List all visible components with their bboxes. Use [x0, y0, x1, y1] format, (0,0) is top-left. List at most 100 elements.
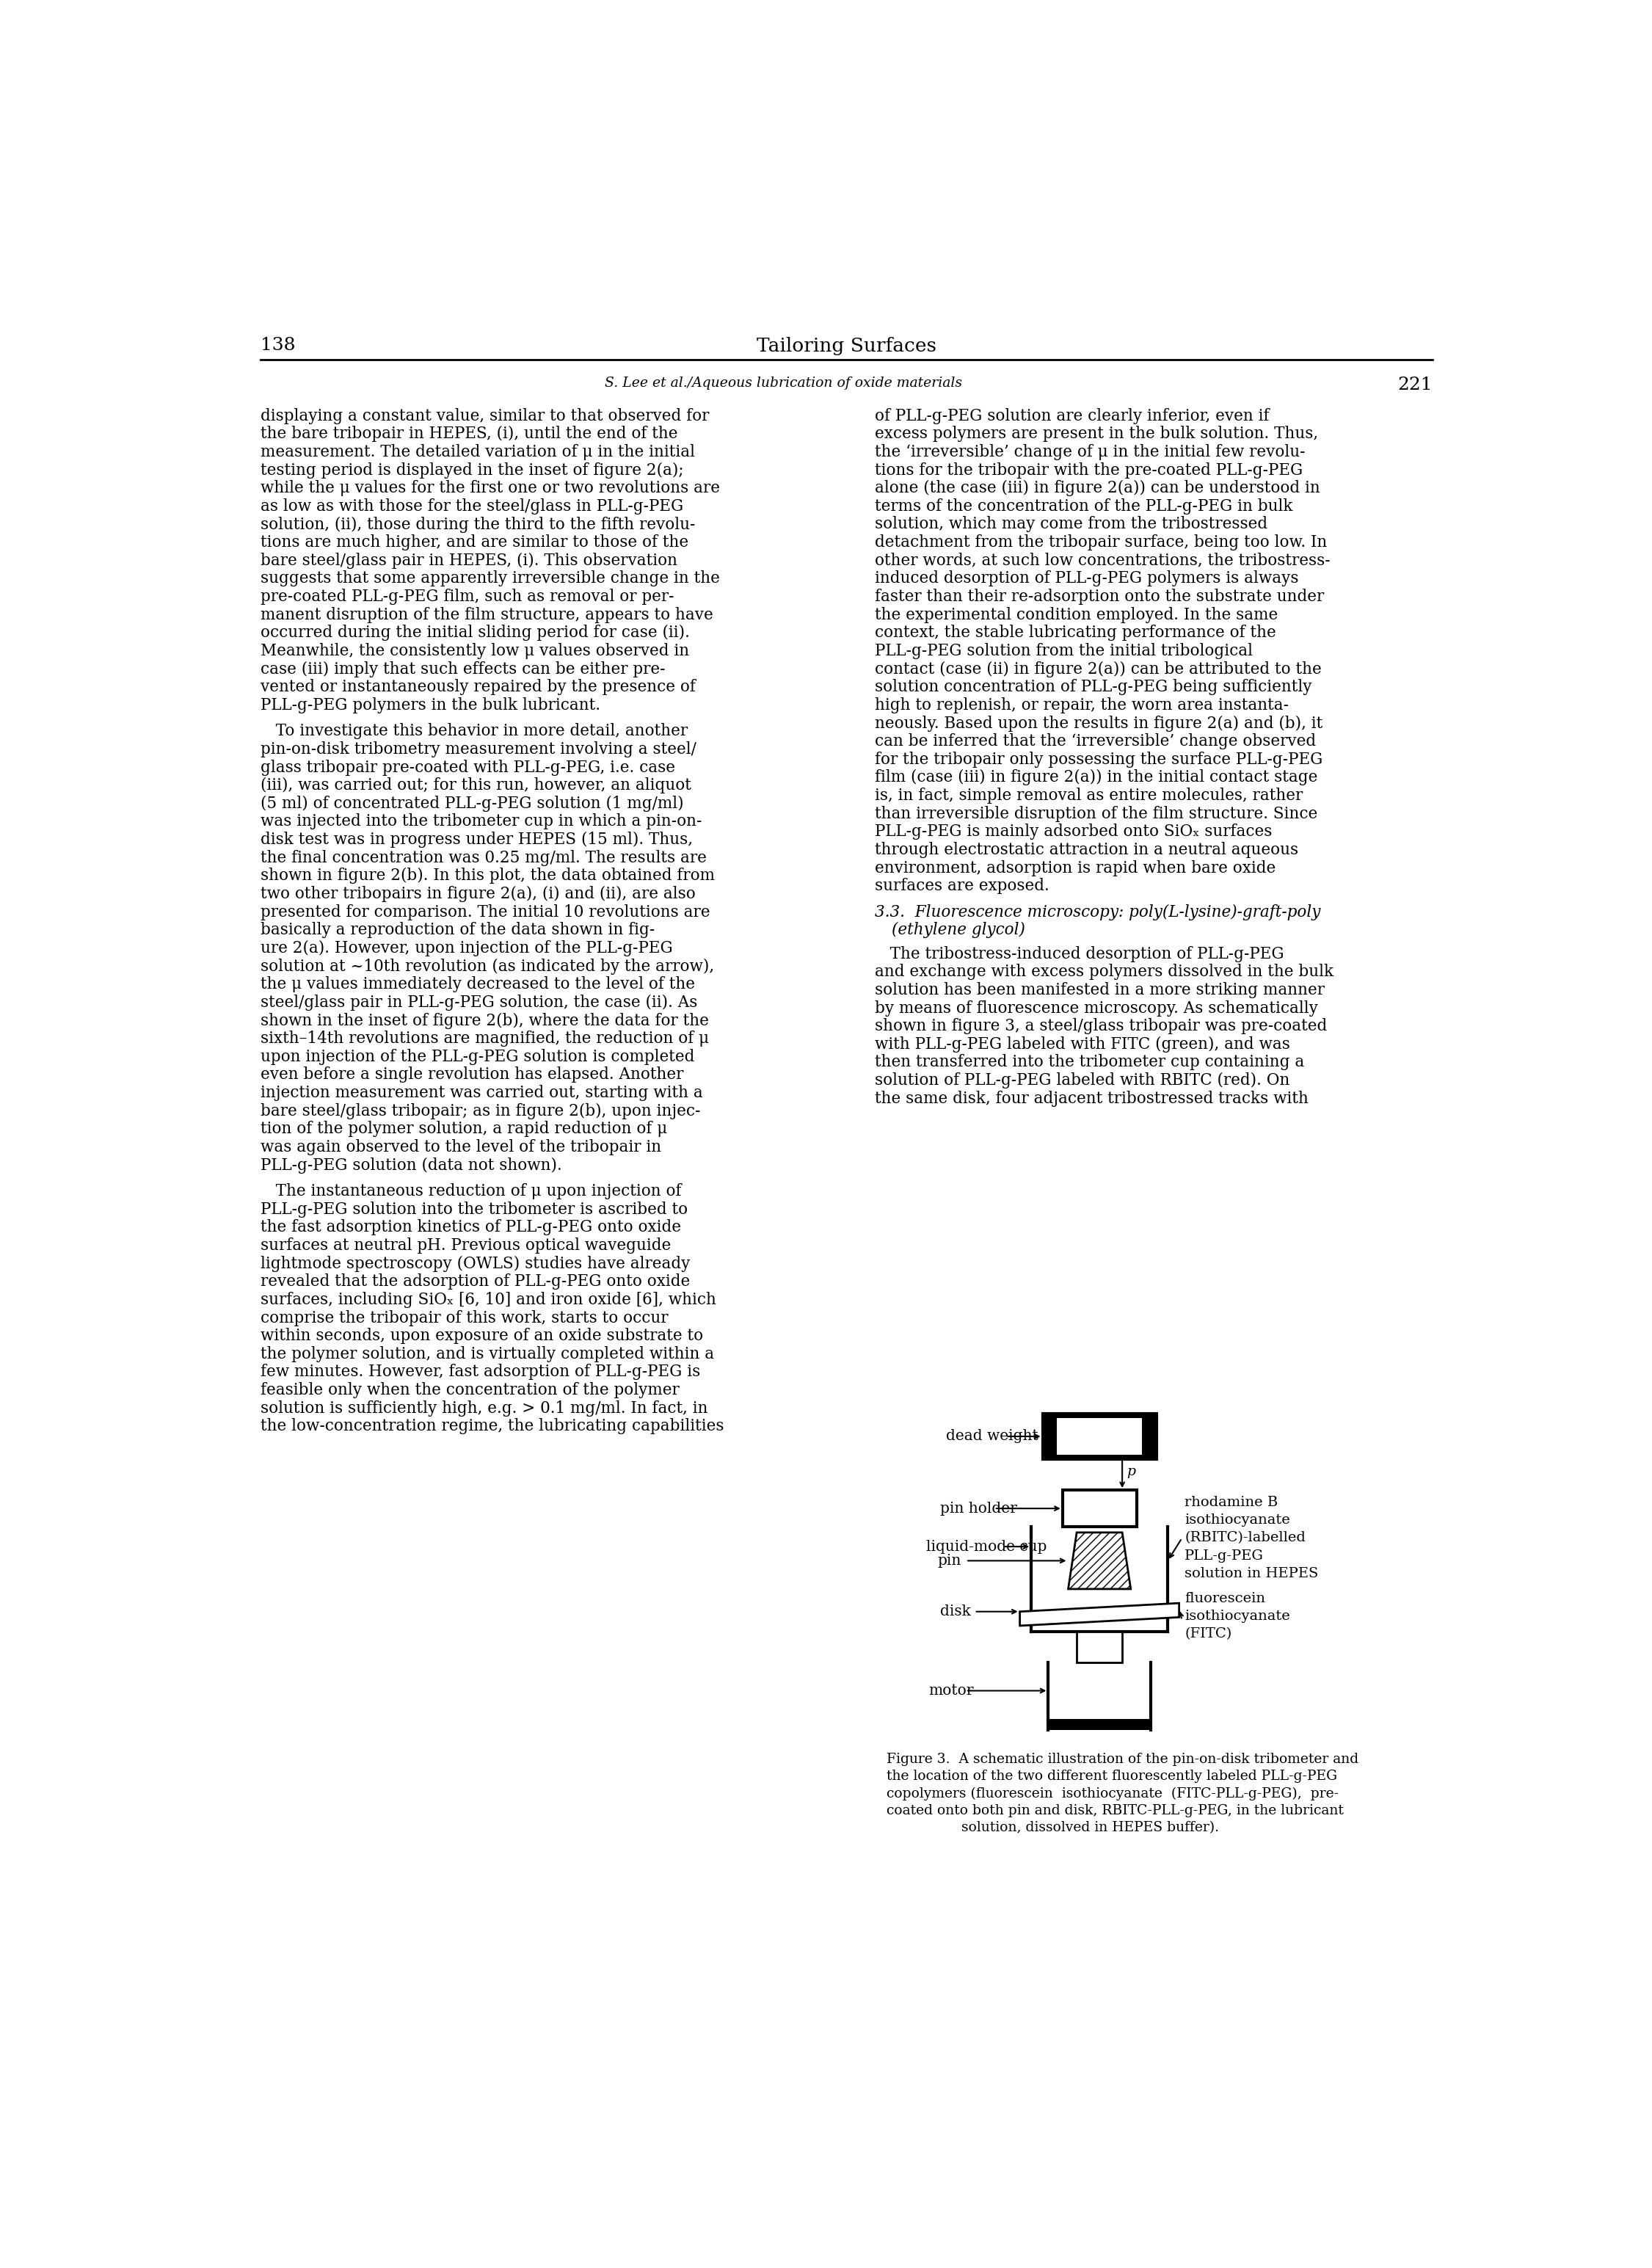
Text: tions for the tribopair with the pre-coated PLL-g-PEG: tions for the tribopair with the pre-coa… — [876, 463, 1303, 479]
Text: is, in fact, simple removal as entire molecules, rather: is, in fact, simple removal as entire mo… — [876, 787, 1303, 803]
Text: basically a reproduction of the data shown in fig-: basically a reproduction of the data sho… — [261, 923, 654, 939]
Text: coated onto both pin and disk, RBITC-PLL-g-PEG, in the lubricant: coated onto both pin and disk, RBITC-PLL… — [885, 1803, 1343, 1817]
Text: then transferred into the tribometer cup containing a: then transferred into the tribometer cup… — [876, 1055, 1305, 1070]
Text: vented or instantaneously repaired by the presence of: vented or instantaneously repaired by th… — [261, 678, 695, 696]
Text: surfaces, including SiOₓ [6, 10] and iron oxide [6], which: surfaces, including SiOₓ [6, 10] and iro… — [261, 1293, 717, 1309]
Bar — [1049, 1719, 1151, 1730]
Text: case (iii) imply that such effects can be either pre-: case (iii) imply that such effects can b… — [261, 660, 666, 678]
Bar — [1077, 1631, 1122, 1662]
Text: 3.3.  Fluorescence microscopy: poly(L-lysine)-graft-poly: 3.3. Fluorescence microscopy: poly(L-lys… — [876, 905, 1320, 921]
Text: alone (the case (iii) in figure 2(a)) can be understood in: alone (the case (iii) in figure 2(a)) ca… — [876, 481, 1320, 497]
Text: terms of the concentration of the PLL-g-PEG in bulk: terms of the concentration of the PLL-g-… — [876, 499, 1294, 515]
Text: the ‘irreversible’ change of μ in the initial few revolu-: the ‘irreversible’ change of μ in the in… — [876, 445, 1305, 460]
Text: than irreversible disruption of the film structure. Since: than irreversible disruption of the film… — [876, 805, 1318, 821]
Text: dead weight: dead weight — [947, 1429, 1037, 1442]
Text: PLL-g-PEG solution from the initial tribological: PLL-g-PEG solution from the initial trib… — [876, 642, 1252, 660]
Text: the polymer solution, and is virtually completed within a: the polymer solution, and is virtually c… — [261, 1345, 714, 1363]
Text: pin holder: pin holder — [940, 1501, 1018, 1515]
Text: lightmode spectroscopy (OWLS) studies have already: lightmode spectroscopy (OWLS) studies ha… — [261, 1256, 691, 1272]
Text: excess polymers are present in the bulk solution. Thus,: excess polymers are present in the bulk … — [876, 426, 1318, 442]
Text: measurement. The detailed variation of μ in the initial: measurement. The detailed variation of μ… — [261, 445, 695, 460]
Text: the fast adsorption kinetics of PLL-g-PEG onto oxide: the fast adsorption kinetics of PLL-g-PE… — [261, 1220, 681, 1236]
Text: Figure 3.  A schematic illustration of the pin-on-disk tribometer and: Figure 3. A schematic illustration of th… — [885, 1753, 1358, 1767]
Text: of PLL-g-PEG solution are clearly inferior, even if: of PLL-g-PEG solution are clearly inferi… — [876, 408, 1269, 424]
Text: testing period is displayed in the inset of figure 2(a);: testing period is displayed in the inset… — [261, 463, 684, 479]
Text: manent disruption of the film structure, appears to have: manent disruption of the film structure,… — [261, 608, 714, 624]
Text: Meanwhile, the consistently low μ values observed in: Meanwhile, the consistently low μ values… — [261, 642, 689, 660]
Text: faster than their re-adsorption onto the substrate under: faster than their re-adsorption onto the… — [876, 590, 1325, 606]
Text: solution, which may come from the tribostressed: solution, which may come from the tribos… — [876, 517, 1267, 533]
Text: surfaces are exposed.: surfaces are exposed. — [876, 878, 1049, 894]
Text: feasible only when the concentration of the polymer: feasible only when the concentration of … — [261, 1381, 679, 1399]
Text: solution at ~10th revolution (as indicated by the arrow),: solution at ~10th revolution (as indicat… — [261, 959, 714, 975]
Text: and exchange with excess polymers dissolved in the bulk: and exchange with excess polymers dissol… — [876, 964, 1333, 980]
Text: sixth–14th revolutions are magnified, the reduction of μ: sixth–14th revolutions are magnified, th… — [261, 1030, 709, 1048]
Text: two other tribopairs in figure 2(a), (i) and (ii), are also: two other tribopairs in figure 2(a), (i)… — [261, 887, 695, 903]
Text: ure 2(a). However, upon injection of the PLL-g-PEG: ure 2(a). However, upon injection of the… — [261, 941, 672, 957]
Text: pin: pin — [937, 1554, 961, 1567]
Text: suggests that some apparently irreversible change in the: suggests that some apparently irreversib… — [261, 572, 720, 587]
Text: comprise the tribopair of this work, starts to occur: comprise the tribopair of this work, sta… — [261, 1311, 667, 1327]
Text: contact (case (ii) in figure 2(a)) can be attributed to the: contact (case (ii) in figure 2(a)) can b… — [876, 660, 1322, 678]
Text: the location of the two different fluorescently labeled PLL-g-PEG: the location of the two different fluore… — [885, 1769, 1336, 1783]
Polygon shape — [1019, 1603, 1180, 1626]
Text: tions are much higher, and are similar to those of the: tions are much higher, and are similar t… — [261, 535, 689, 551]
Text: PLL-g-PEG solution (data not shown).: PLL-g-PEG solution (data not shown). — [261, 1157, 562, 1173]
Text: motor: motor — [928, 1683, 975, 1699]
Text: environment, adsorption is rapid when bare oxide: environment, adsorption is rapid when ba… — [876, 860, 1275, 875]
Text: PLL-g-PEG polymers in the bulk lubricant.: PLL-g-PEG polymers in the bulk lubricant… — [261, 696, 600, 714]
Text: disk: disk — [940, 1606, 971, 1619]
Text: the experimental condition employed. In the same: the experimental condition employed. In … — [876, 608, 1279, 624]
Text: shown in the inset of figure 2(b), where the data for the: shown in the inset of figure 2(b), where… — [261, 1012, 709, 1030]
Text: (ethylene glycol): (ethylene glycol) — [892, 923, 1026, 939]
Text: glass tribopair pre-coated with PLL-g-PEG, i.e. case: glass tribopair pre-coated with PLL-g-PE… — [261, 760, 676, 776]
Text: tion of the polymer solution, a rapid reduction of μ: tion of the polymer solution, a rapid re… — [261, 1120, 667, 1136]
Text: the low-concentration regime, the lubricating capabilities: the low-concentration regime, the lubric… — [261, 1418, 724, 1433]
Text: injection measurement was carried out, starting with a: injection measurement was carried out, s… — [261, 1084, 702, 1100]
Text: within seconds, upon exposure of an oxide substrate to: within seconds, upon exposure of an oxid… — [261, 1327, 704, 1345]
Text: bare steel/glass tribopair; as in figure 2(b), upon injec-: bare steel/glass tribopair; as in figure… — [261, 1102, 700, 1118]
Text: solution has been manifested in a more striking manner: solution has been manifested in a more s… — [876, 982, 1325, 998]
Bar — [1062, 1490, 1137, 1526]
Text: neously. Based upon the results in figure 2(a) and (b), it: neously. Based upon the results in figur… — [876, 714, 1323, 733]
Text: solution, dissolved in HEPES buffer).: solution, dissolved in HEPES buffer). — [885, 1821, 1219, 1835]
Text: upon injection of the PLL-g-PEG solution is completed: upon injection of the PLL-g-PEG solution… — [261, 1048, 694, 1066]
Text: To investigate this behavior in more detail, another: To investigate this behavior in more det… — [261, 723, 687, 739]
Text: 138: 138 — [261, 338, 296, 354]
Text: few minutes. However, fast adsorption of PLL-g-PEG is: few minutes. However, fast adsorption of… — [261, 1363, 700, 1381]
Bar — [1042, 1413, 1156, 1458]
Text: surfaces at neutral pH. Previous optical waveguide: surfaces at neutral pH. Previous optical… — [261, 1238, 671, 1254]
Text: pin-on-disk tribometry measurement involving a steel/: pin-on-disk tribometry measurement invol… — [261, 742, 697, 758]
Text: The tribostress-induced desorption of PLL-g-PEG: The tribostress-induced desorption of PL… — [876, 946, 1284, 962]
Text: steel/glass pair in PLL-g-PEG solution, the case (ii). As: steel/glass pair in PLL-g-PEG solution, … — [261, 993, 697, 1012]
Text: high to replenish, or repair, the worn area instanta-: high to replenish, or repair, the worn a… — [876, 696, 1289, 714]
Text: film (case (iii) in figure 2(a)) in the initial contact stage: film (case (iii) in figure 2(a)) in the … — [876, 769, 1318, 785]
Text: with PLL-g-PEG labeled with FITC (green), and was: with PLL-g-PEG labeled with FITC (green)… — [876, 1036, 1290, 1052]
Text: detachment from the tribopair surface, being too low. In: detachment from the tribopair surface, b… — [876, 535, 1327, 551]
Text: solution concentration of PLL-g-PEG being sufficiently: solution concentration of PLL-g-PEG bein… — [876, 678, 1312, 696]
Text: solution, (ii), those during the third to the fifth revolu-: solution, (ii), those during the third t… — [261, 517, 695, 533]
Text: induced desorption of PLL-g-PEG polymers is always: induced desorption of PLL-g-PEG polymers… — [876, 572, 1298, 587]
Text: the bare tribopair in HEPES, (i), until the end of the: the bare tribopair in HEPES, (i), until … — [261, 426, 677, 442]
Bar — [1057, 1418, 1142, 1454]
Text: pre-coated PLL-g-PEG film, such as removal or per-: pre-coated PLL-g-PEG film, such as remov… — [261, 590, 674, 606]
Text: for the tribopair only possessing the surface PLL-g-PEG: for the tribopair only possessing the su… — [876, 751, 1323, 767]
Text: other words, at such low concentrations, the tribostress-: other words, at such low concentrations,… — [876, 553, 1330, 569]
Text: revealed that the adsorption of PLL-g-PEG onto oxide: revealed that the adsorption of PLL-g-PE… — [261, 1275, 691, 1290]
Text: liquid-mode cup: liquid-mode cup — [927, 1540, 1047, 1554]
Text: The instantaneous reduction of μ upon injection of: The instantaneous reduction of μ upon in… — [261, 1184, 681, 1200]
Text: p: p — [1127, 1465, 1135, 1479]
Text: the μ values immediately decreased to the level of the: the μ values immediately decreased to th… — [261, 975, 695, 993]
Text: bare steel/glass pair in HEPES, (i). This observation: bare steel/glass pair in HEPES, (i). Thi… — [261, 553, 677, 569]
Text: copolymers (fluorescein  isothiocyanate  (FITC-PLL-g-PEG),  pre-: copolymers (fluorescein isothiocyanate (… — [885, 1787, 1338, 1801]
Text: displaying a constant value, similar to that observed for: displaying a constant value, similar to … — [261, 408, 709, 424]
Text: context, the stable lubricating performance of the: context, the stable lubricating performa… — [876, 624, 1275, 642]
Text: the same disk, four adjacent tribostressed tracks with: the same disk, four adjacent tribostress… — [876, 1091, 1308, 1107]
Text: fluorescein
isothiocyanate
(FITC): fluorescein isothiocyanate (FITC) — [1184, 1592, 1290, 1640]
Text: solution is sufficiently high, e.g. > 0.1 mg/ml. In fact, in: solution is sufficiently high, e.g. > 0.… — [261, 1399, 707, 1418]
Text: solution of PLL-g-PEG labeled with RBITC (red). On: solution of PLL-g-PEG labeled with RBITC… — [876, 1073, 1290, 1089]
Text: PLL-g-PEG is mainly adsorbed onto SiOₓ surfaces: PLL-g-PEG is mainly adsorbed onto SiOₓ s… — [876, 823, 1272, 839]
Text: presented for comparison. The initial 10 revolutions are: presented for comparison. The initial 10… — [261, 905, 710, 921]
Text: can be inferred that the ‘irreversible’ change observed: can be inferred that the ‘irreversible’ … — [876, 733, 1317, 748]
Text: was again observed to the level of the tribopair in: was again observed to the level of the t… — [261, 1139, 661, 1154]
